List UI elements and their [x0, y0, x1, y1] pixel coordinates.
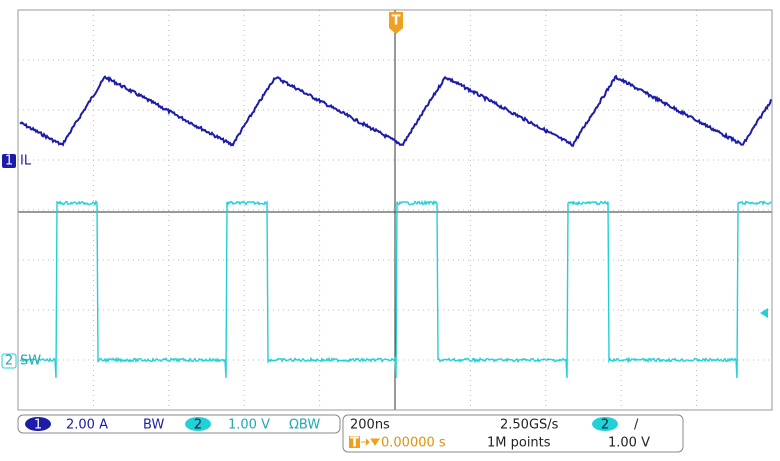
ch1-waveform — [19, 74, 772, 147]
ch1-marker-number: 1 — [5, 154, 13, 169]
ch1-scale: 2.00 A — [66, 418, 108, 433]
trigger-slope: / — [634, 418, 639, 433]
ch1-badge-number: 1 — [34, 418, 42, 433]
ch2-waveform — [19, 199, 772, 379]
trigger-source: 2 — [601, 418, 609, 433]
ch1-bandwidth: BW — [143, 418, 164, 433]
ch2-marker-number: 2 — [5, 354, 13, 369]
ch2-label: SW — [20, 354, 41, 369]
trigger-marker — [389, 12, 403, 34]
ch2-badge — [185, 417, 211, 431]
trigger-marker-label: T — [392, 14, 401, 29]
channel-readout — [17, 414, 341, 434]
ch1-label: IL — [20, 154, 32, 169]
trigger-position-arrow — [361, 438, 380, 446]
trigger-level-marker — [760, 308, 768, 318]
timebase-scale: 200ns — [350, 418, 390, 433]
trigger-position-icon — [349, 436, 360, 448]
trigger-source-badge — [592, 417, 618, 431]
ch2-marker — [1, 353, 17, 369]
ch1-marker — [2, 154, 16, 168]
trigger-position-icon-label: T — [350, 436, 359, 451]
sample-rate: 2.50GS/s — [500, 418, 559, 433]
trigger-position: 0.00000 s — [381, 436, 446, 451]
ch2-badge-number: 2 — [194, 418, 202, 433]
graticule-border — [17, 9, 773, 411]
trigger-level: 1.00 V — [608, 436, 650, 451]
ch2-scale: 1.00 V — [228, 418, 270, 433]
record-length: 1M points — [487, 436, 551, 451]
ch1-badge — [25, 417, 51, 431]
ch2-bandwidth: ΩBW — [289, 418, 320, 433]
